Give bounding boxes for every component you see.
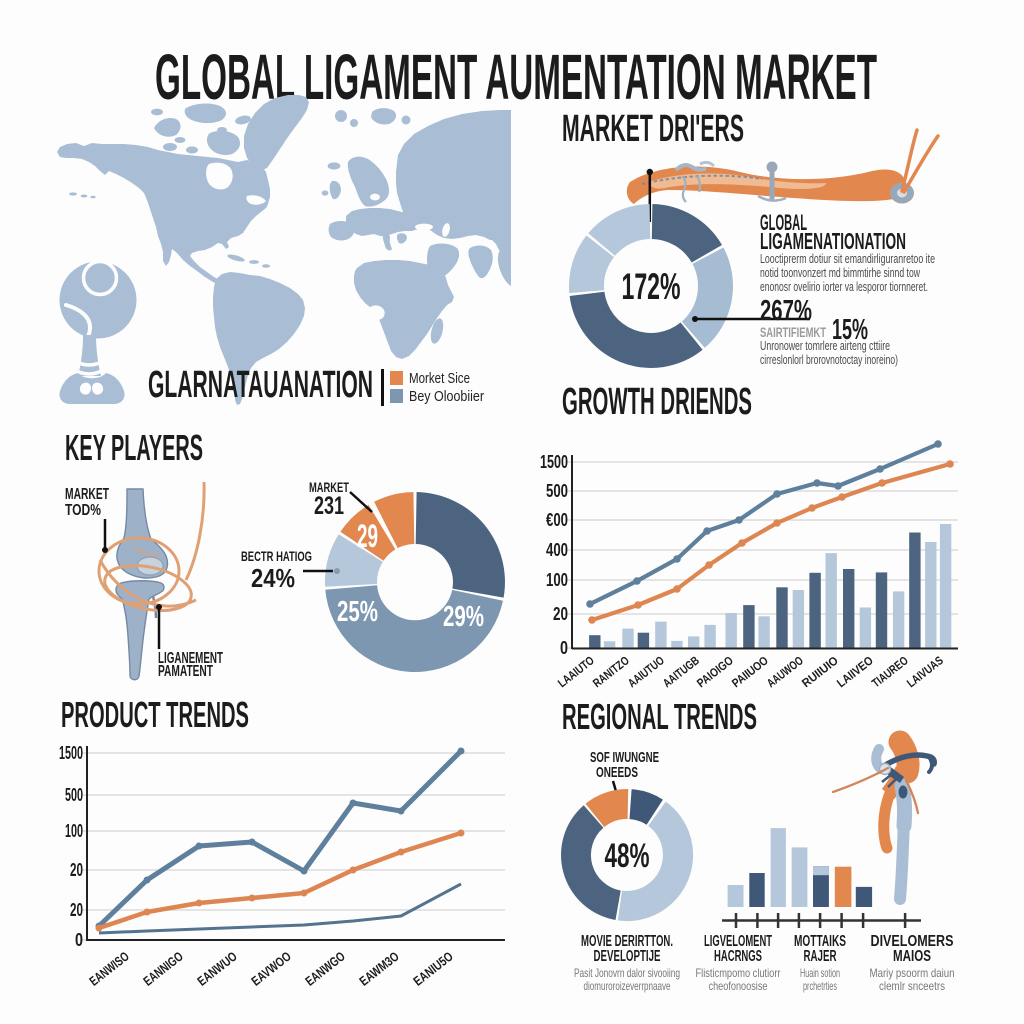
svg-text:48%: 48% bbox=[605, 837, 650, 875]
svg-text:MARKET DRI'ERS: MARKET DRI'ERS bbox=[562, 108, 744, 150]
svg-text:500: 500 bbox=[65, 785, 83, 805]
svg-text:29: 29 bbox=[357, 518, 378, 554]
svg-text:RAJER: RAJER bbox=[804, 948, 837, 965]
svg-text:20: 20 bbox=[70, 860, 83, 880]
svg-text:KEY PLAYERS: KEY PLAYERS bbox=[65, 427, 203, 468]
svg-text:20: 20 bbox=[70, 900, 83, 920]
svg-text:20: 20 bbox=[553, 604, 568, 624]
svg-text:DIVELOMERS: DIVELOMERS bbox=[871, 933, 954, 950]
svg-text:HACRNGS: HACRNGS bbox=[714, 948, 762, 965]
svg-text:Mariy psoorm daiun: Mariy psoorm daiun bbox=[870, 966, 955, 980]
svg-text:500: 500 bbox=[546, 481, 568, 501]
svg-text:MOTTAIKS: MOTTAIKS bbox=[794, 933, 846, 950]
svg-text:GROWTH DRIENDS: GROWTH DRIENDS bbox=[562, 381, 752, 423]
svg-text:1500: 1500 bbox=[540, 452, 568, 472]
svg-text:15%: 15% bbox=[832, 314, 868, 346]
svg-text:Unronower tomrlere airteng ctt: Unronower tomrlere airteng cttiire bbox=[760, 339, 890, 353]
svg-text:267%: 267% bbox=[760, 295, 812, 327]
svg-text:cirreslonlorl brorovnotoctay i: cirreslonlorl brorovnotoctay inoreino) bbox=[760, 353, 898, 367]
svg-text:cheofonoosise: cheofonoosise bbox=[709, 979, 768, 993]
svg-text:enonosr ovelirio iorter va les: enonosr ovelirio iorter va lesporor tior… bbox=[760, 280, 928, 294]
svg-text:Bey Oloobiier: Bey Oloobiier bbox=[409, 389, 484, 405]
svg-text:Pasit Jonovrn dalor sivooiing: Pasit Jonovrn dalor sivooiing bbox=[574, 966, 680, 980]
svg-text:diomuroroizeverrpnaave: diomuroroizeverrpnaave bbox=[584, 979, 671, 993]
svg-text:Morket Sice: Morket Sice bbox=[409, 371, 470, 387]
svg-text:24%: 24% bbox=[251, 563, 295, 593]
svg-text:TOD%: TOD% bbox=[65, 502, 101, 519]
svg-text:DEVELOPTIJE: DEVELOPTIJE bbox=[594, 948, 661, 965]
svg-text:Looctiprerm dotiur sit emandir: Looctiprerm dotiur sit emandirliguranret… bbox=[760, 252, 935, 266]
svg-text:231: 231 bbox=[314, 492, 344, 520]
svg-text:100: 100 bbox=[546, 570, 568, 590]
svg-text:MARKET: MARKET bbox=[65, 486, 109, 503]
svg-text:prchetrties: prchetrties bbox=[803, 979, 837, 993]
svg-text:€00: €00 bbox=[546, 510, 568, 530]
svg-text:0: 0 bbox=[75, 930, 83, 950]
svg-text:LIGAMENATIONATION: LIGAMENATIONATION bbox=[760, 228, 906, 254]
svg-text:GLOBAL: GLOBAL bbox=[760, 210, 807, 235]
svg-text:100: 100 bbox=[65, 821, 83, 841]
svg-text:GLOBAL LIGAMENT AUMENTATION MA: GLOBAL LIGAMENT AUMENTATION MARKET bbox=[155, 41, 877, 113]
svg-text:29%: 29% bbox=[443, 601, 484, 633]
svg-text:BECTR HATIOG: BECTR HATIOG bbox=[241, 548, 312, 564]
svg-text:172%: 172% bbox=[622, 266, 681, 307]
svg-text:LIGVELOMENT: LIGVELOMENT bbox=[704, 933, 772, 950]
svg-text:GLARNATAUANATION: GLARNATAUANATION bbox=[148, 364, 373, 406]
svg-text:REGIONAL TRENDS: REGIONAL TRENDS bbox=[562, 696, 757, 737]
svg-text:Flisticmpomo clutiorr: Flisticmpomo clutiorr bbox=[696, 966, 781, 980]
svg-text:PRODUCT TRENDS: PRODUCT TRENDS bbox=[61, 694, 249, 735]
svg-text:LIGANEMENT: LIGANEMENT bbox=[158, 650, 223, 667]
svg-text:0: 0 bbox=[560, 638, 568, 658]
svg-text:25%: 25% bbox=[337, 596, 378, 628]
svg-text:MAIOS: MAIOS bbox=[893, 948, 931, 965]
svg-text:1500: 1500 bbox=[59, 743, 83, 763]
svg-text:clemlr snceetrs: clemlr snceetrs bbox=[879, 979, 945, 993]
svg-text:400: 400 bbox=[546, 540, 568, 560]
svg-text:Huain sotion: Huain sotion bbox=[800, 966, 840, 980]
svg-text:ONEEDS: ONEEDS bbox=[596, 764, 638, 781]
svg-text:MARKET: MARKET bbox=[309, 479, 349, 495]
svg-text:MOVIE DERIRTTON.: MOVIE DERIRTTON. bbox=[581, 933, 673, 950]
svg-text:PAMATENT: PAMATENT bbox=[158, 663, 213, 680]
svg-text:notid toonvonzert md bimmtirhe: notid toonvonzert md bimmtirhe sinnd tow bbox=[760, 266, 921, 280]
svg-text:SOF IWUNGNE: SOF IWUNGNE bbox=[590, 749, 659, 766]
svg-text:SAIRTIFIEMKT: SAIRTIFIEMKT bbox=[760, 325, 827, 340]
